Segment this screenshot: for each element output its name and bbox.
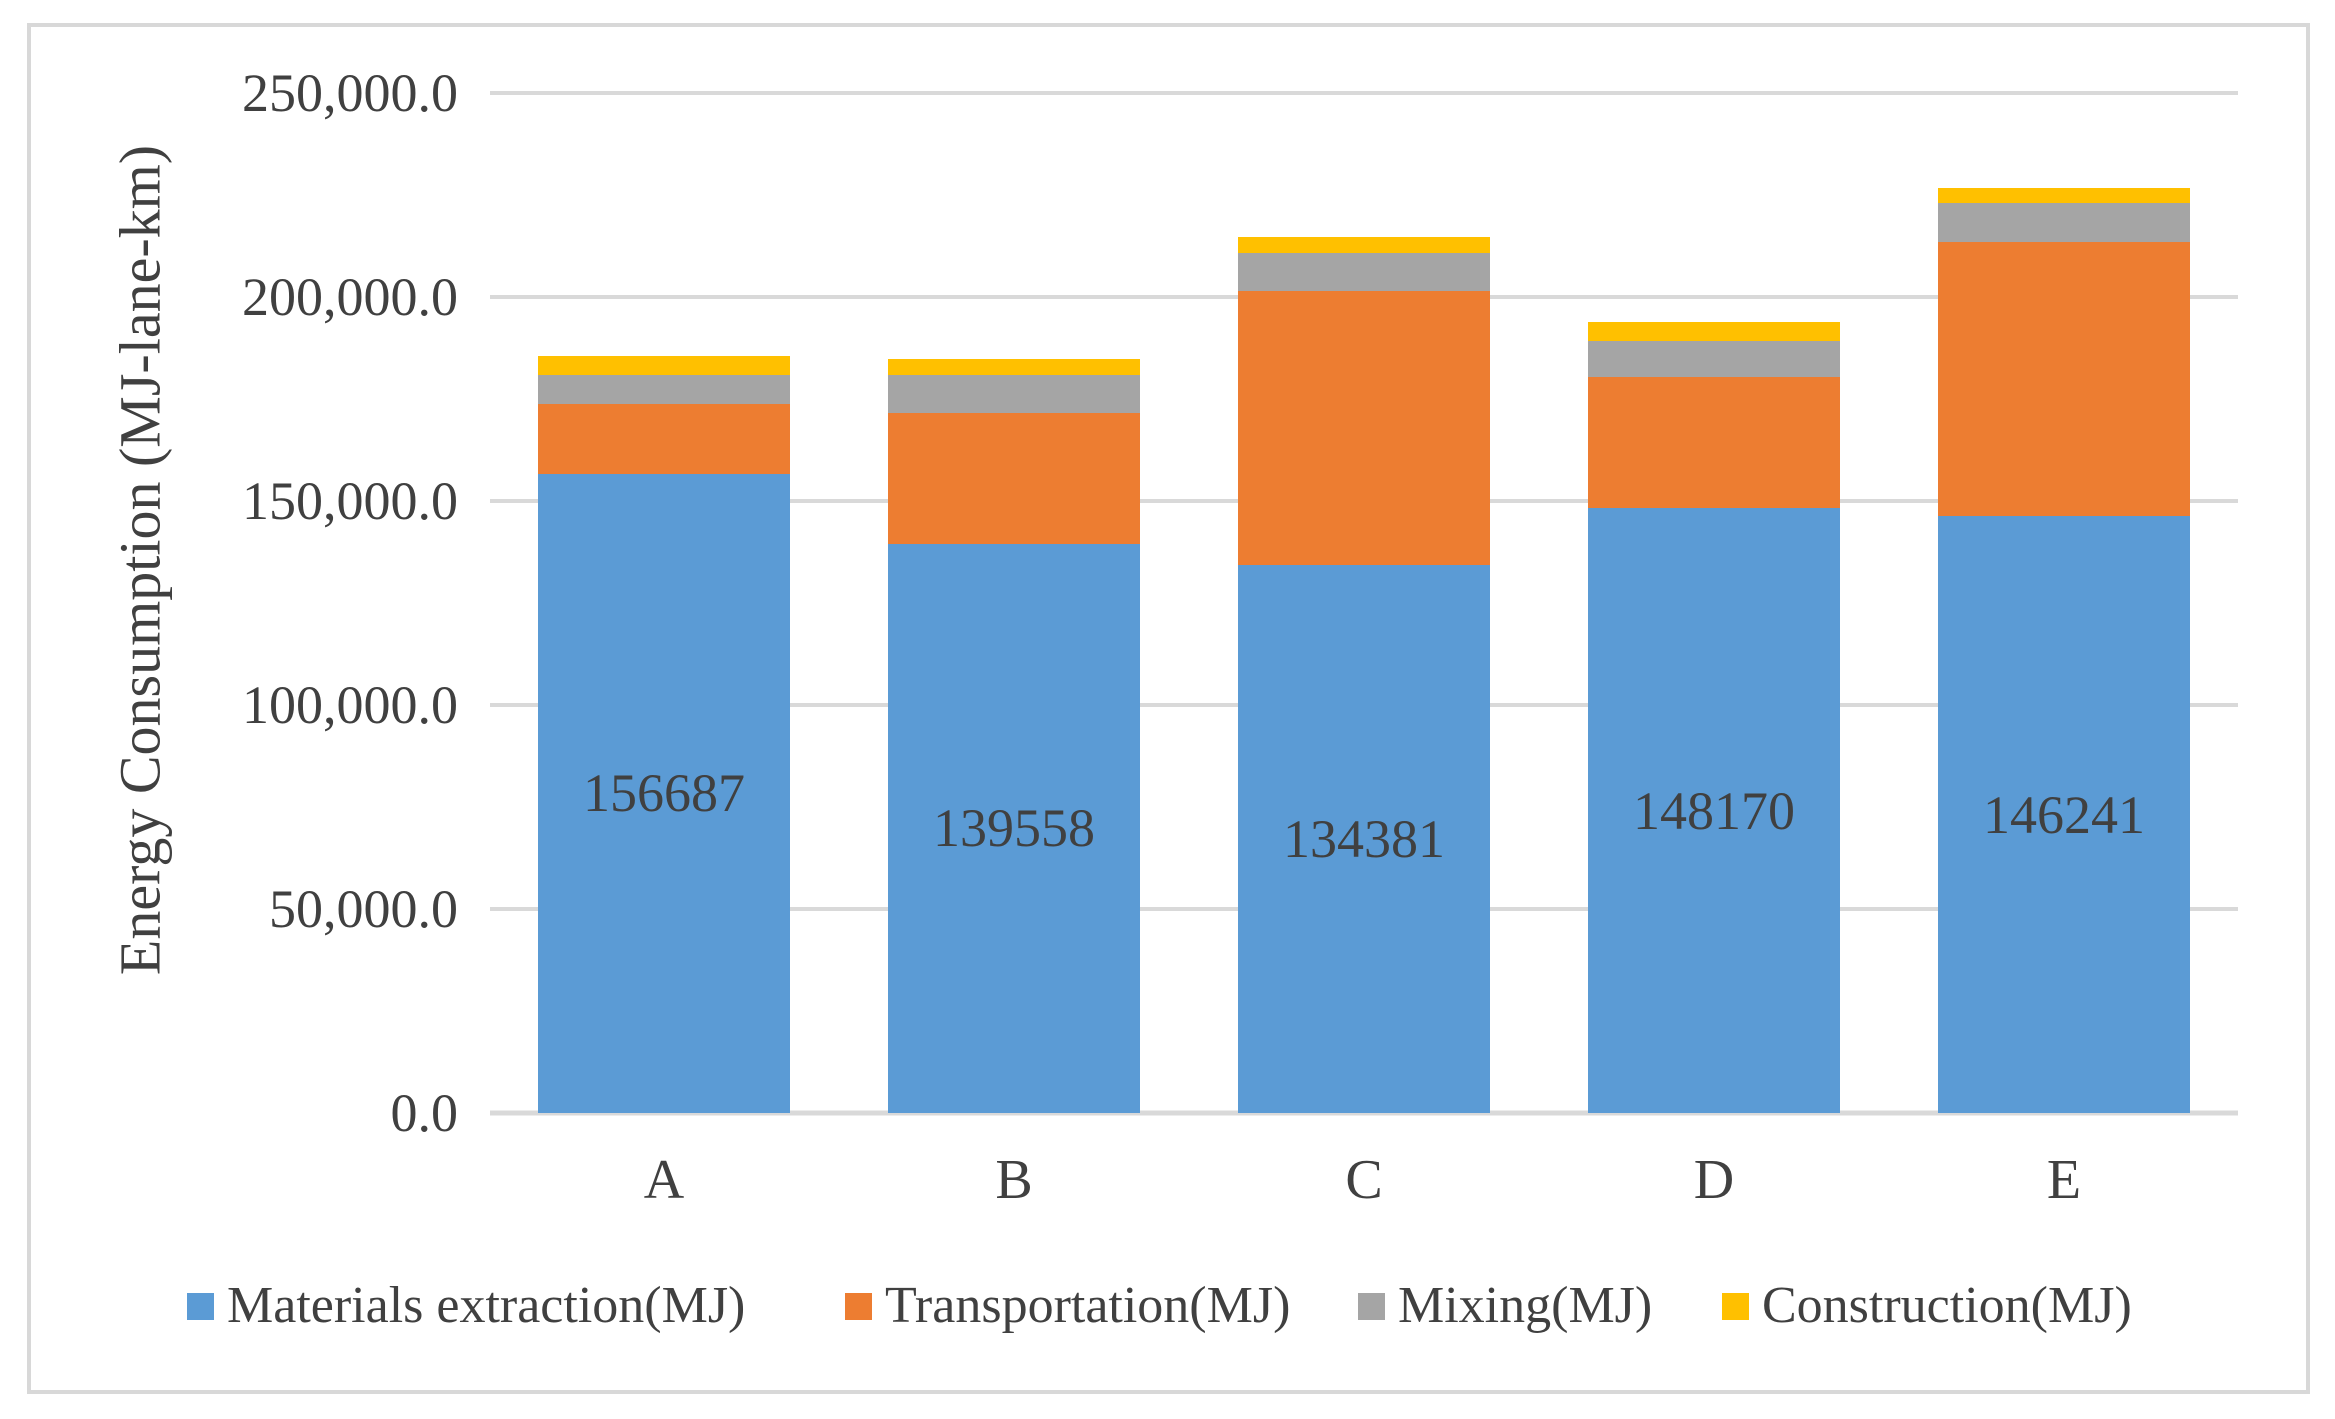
figure-border xyxy=(27,23,2310,1394)
legend-item-transportation-mj-: Transportation(MJ) xyxy=(845,1276,1290,1336)
bar-segment-E-mixing-mj- xyxy=(1938,203,2190,243)
y-tick-label: 250,000.0 xyxy=(242,63,458,123)
x-axis-line xyxy=(490,1110,2238,1116)
y-tick-label: 200,000.0 xyxy=(242,267,458,327)
x-tick-label-A: A xyxy=(643,1149,685,1211)
bar-data-label: 148170 xyxy=(1633,780,1795,841)
y-tick-label: 50,000.0 xyxy=(269,879,458,939)
legend-label: Transportation(MJ) xyxy=(885,1277,1291,1334)
bar-segment-A-construction-mj- xyxy=(538,355,790,375)
bar-segment-B-construction-mj- xyxy=(888,359,1140,375)
y-tick-label: 150,000.0 xyxy=(242,471,458,531)
bar-segment-C-materials-extraction-mj- xyxy=(1238,564,1490,1113)
legend-item-materials-extraction-mj-: Materials extraction(MJ) xyxy=(187,1276,745,1336)
y-tick-label: 0.0 xyxy=(390,1083,459,1143)
bar-segment-A-materials-extraction-mj- xyxy=(538,473,790,1113)
bar-segment-D-materials-extraction-mj- xyxy=(1588,508,1840,1113)
bar-segment-C-transportation-mj- xyxy=(1238,290,1490,565)
legend-label: Materials extraction(MJ) xyxy=(227,1277,746,1334)
bar-segment-E-construction-mj- xyxy=(1938,187,2190,204)
y-tick-label: 100,000.0 xyxy=(242,675,458,735)
bar-segment-C-mixing-mj- xyxy=(1238,252,1490,291)
bar-segment-C-construction-mj- xyxy=(1238,237,1490,253)
x-tick-label-C: C xyxy=(1345,1149,1383,1211)
horizontal-gridline xyxy=(490,91,2238,95)
bar-segment-B-mixing-mj- xyxy=(888,374,1140,413)
bar-data-label: 134381 xyxy=(1283,808,1445,869)
legend-item-mixing-mj-: Mixing(MJ) xyxy=(1358,1276,1652,1336)
bar-data-label: 139558 xyxy=(933,798,1095,859)
bar-segment-D-construction-mj- xyxy=(1588,321,1840,341)
bar-segment-D-transportation-mj- xyxy=(1588,376,1840,509)
bar-segment-B-transportation-mj- xyxy=(888,412,1140,544)
x-tick-label-B: B xyxy=(995,1149,1033,1211)
bar-segment-E-transportation-mj- xyxy=(1938,242,2190,517)
legend-swatch-icon xyxy=(187,1292,214,1320)
bar-segment-A-mixing-mj- xyxy=(538,374,790,404)
bar-segment-E-materials-extraction-mj- xyxy=(1938,516,2190,1113)
legend-item-construction-mj-: Construction(MJ) xyxy=(1722,1276,2132,1336)
legend-swatch-icon xyxy=(845,1292,872,1320)
bar-segment-D-mixing-mj- xyxy=(1588,340,1840,377)
legend-swatch-icon xyxy=(1722,1292,1749,1320)
bar-data-label: 156687 xyxy=(583,763,745,824)
x-tick-label-E: E xyxy=(2046,1149,2082,1211)
x-tick-label-D: D xyxy=(1693,1149,1735,1211)
bar-data-label: 146241 xyxy=(1983,784,2145,845)
bar-segment-B-materials-extraction-mj- xyxy=(888,543,1140,1113)
legend-swatch-icon xyxy=(1358,1292,1385,1320)
legend-label: Mixing(MJ) xyxy=(1398,1277,1653,1334)
bar-segment-A-transportation-mj- xyxy=(538,403,790,474)
legend-label: Construction(MJ) xyxy=(1762,1277,2132,1334)
